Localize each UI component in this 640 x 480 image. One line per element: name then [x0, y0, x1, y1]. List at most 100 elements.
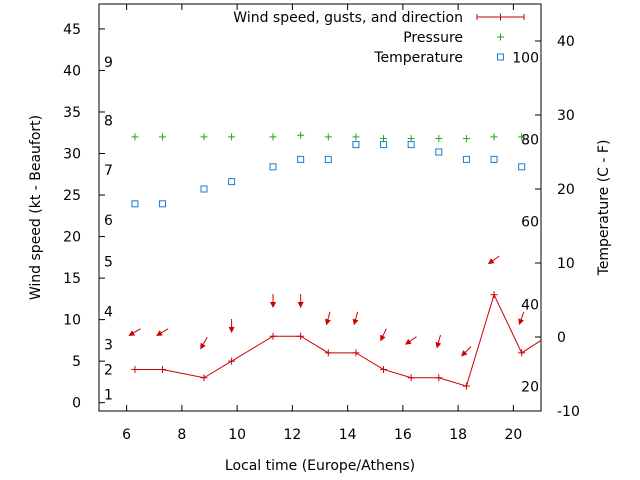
wind-direction-arrow — [405, 336, 417, 345]
wind-speed-point — [518, 349, 526, 357]
pressure-point — [200, 133, 208, 141]
wind-direction-arrow — [200, 337, 208, 350]
y-axis-title: Wind speed (kt - Beaufort) — [28, 115, 44, 300]
pressure-point — [380, 135, 388, 143]
temperature-point — [490, 155, 498, 163]
legend-label-temperature: Temperature — [373, 50, 463, 66]
wind-speed-point — [269, 332, 277, 340]
temperature-point — [269, 163, 277, 171]
pressure-point — [435, 135, 443, 143]
legend-label-wind: Wind speed, gusts, and direction — [233, 10, 463, 26]
wind-speed-point — [159, 365, 167, 373]
plot-frame — [98, 3, 542, 412]
y2-tick-label: 20 — [557, 182, 575, 198]
temperature-point — [352, 141, 360, 149]
y-tick-label: 35 — [63, 105, 81, 121]
wind-speed-point — [228, 357, 236, 365]
pressure-point — [228, 133, 236, 141]
pressure-point — [462, 135, 470, 143]
wind-speed-point — [352, 349, 360, 357]
y-tick-label: 15 — [63, 271, 81, 287]
temperature-point — [324, 155, 332, 163]
temperature-point — [380, 141, 388, 149]
y2-tick-label: 0 — [557, 330, 566, 346]
y-tick-label: 10 — [63, 313, 81, 329]
legend-sample-temperature — [497, 53, 504, 61]
wind-speed-line — [134, 293, 542, 387]
pressure-point — [269, 133, 277, 141]
temperature-point — [518, 163, 526, 171]
wind-speed-point — [380, 365, 388, 373]
x-tick-label: 10 — [228, 427, 246, 443]
wind-direction-arrow — [461, 346, 472, 357]
pressure-point — [159, 133, 167, 141]
beaufort-label: 2 — [104, 362, 113, 378]
temperature-point — [131, 200, 139, 208]
pressure-point — [297, 131, 305, 139]
x-axis-title: Local time (Europe/Athens) — [225, 458, 415, 474]
beaufort-label: 1 — [104, 387, 113, 403]
wind-speed-point — [200, 374, 208, 382]
y2-tick-label: 40 — [557, 34, 575, 50]
x-tick-label: 16 — [394, 427, 412, 443]
y-tick-label: 0 — [72, 396, 81, 412]
fahrenheit-label: 40 — [521, 297, 539, 313]
beaufort-label: 4 — [104, 304, 113, 320]
wind-direction-arrow — [352, 311, 359, 326]
y-tick-label: 30 — [63, 147, 81, 163]
pressure-point — [352, 133, 360, 141]
temperature-point — [159, 200, 167, 208]
data-series — [128, 131, 542, 390]
temperature-point — [435, 148, 443, 156]
fahrenheit-label: 20 — [521, 380, 539, 396]
wind-direction-arrow — [128, 328, 141, 336]
pressure-point — [131, 133, 139, 141]
legend-sample-wind-marker — [497, 13, 504, 21]
y-tick-label: 40 — [63, 63, 81, 79]
beaufort-label: 7 — [104, 163, 113, 179]
fahrenheit-label: 60 — [521, 215, 539, 231]
temperature-point — [297, 155, 305, 163]
wind-speed-point — [435, 374, 443, 382]
temperature-point — [462, 155, 470, 163]
fahrenheit-label: 100 — [512, 50, 539, 66]
y2-axis-title: Temperature (C - F) — [596, 140, 612, 277]
beaufort-label: 8 — [104, 113, 113, 129]
x-tick-label: 6 — [122, 427, 131, 443]
beaufort-label: 6 — [104, 213, 113, 229]
x-tick-label: 8 — [177, 427, 186, 443]
fahrenheit-label: 80 — [521, 132, 539, 148]
y-tick-label: 45 — [63, 22, 81, 38]
axis-ticks: 6 8 10 12 14 16 18 20051015202530354045-1001020… — [28, 4, 612, 474]
beaufort-label: 3 — [104, 338, 113, 354]
y-tick-label: 5 — [72, 354, 81, 370]
y2-tick-label: -10 — [557, 404, 580, 420]
pressure-point — [518, 133, 526, 141]
wind-direction-arrow — [380, 328, 387, 342]
wind-direction-arrow — [325, 311, 331, 326]
legend-label-pressure: Pressure — [403, 30, 463, 46]
temperature-point — [200, 185, 208, 193]
wind-direction-arrow — [156, 328, 169, 336]
y2-tick-label: 10 — [557, 256, 575, 272]
y-tick-label: 25 — [63, 188, 81, 204]
wind-direction-arrow — [435, 334, 442, 349]
wind-speed-point — [131, 365, 139, 373]
wind-speed-point — [407, 374, 415, 382]
wind-speed-point — [490, 291, 498, 299]
legend-sample-pressure — [497, 33, 504, 41]
wind-speed-point — [297, 332, 305, 340]
x-tick-label: 14 — [339, 427, 357, 443]
x-tick-label: 18 — [449, 427, 467, 443]
legend: Wind speed, gusts, and direction Pressure… — [233, 10, 525, 66]
y-tick-label: 20 — [63, 230, 81, 246]
pressure-point — [324, 133, 332, 141]
pressure-point — [490, 133, 498, 141]
x-tick-label: 12 — [283, 427, 301, 443]
temperature-point — [407, 141, 415, 149]
plot-border — [98, 3, 542, 412]
wind-direction-arrow — [487, 255, 500, 265]
wind-speed-point — [324, 349, 332, 357]
